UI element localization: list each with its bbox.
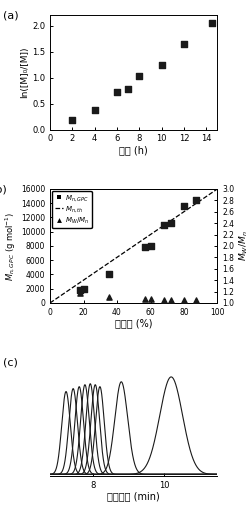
Point <box>137 72 141 80</box>
Point <box>144 295 148 303</box>
Point <box>148 295 152 303</box>
Point <box>115 88 119 96</box>
X-axis label: 流出时间 (min): 流出时间 (min) <box>108 492 160 502</box>
X-axis label: 时间 (h): 时间 (h) <box>120 145 148 155</box>
Point <box>168 219 172 227</box>
Point <box>182 296 186 304</box>
Point <box>78 286 82 294</box>
Point <box>168 296 172 304</box>
Y-axis label: $M_{n,GPC}$ (g mol$^{-1}$): $M_{n,GPC}$ (g mol$^{-1}$) <box>4 211 18 281</box>
Y-axis label: $M_W/M_n$: $M_W/M_n$ <box>237 231 250 261</box>
Point <box>162 296 166 304</box>
Point <box>126 84 130 93</box>
Point <box>182 202 186 210</box>
Point <box>160 61 164 70</box>
Point <box>162 220 166 229</box>
Point <box>210 19 214 27</box>
Point <box>70 116 74 124</box>
X-axis label: 转化率 (%): 转化率 (%) <box>115 318 152 328</box>
Point <box>148 242 152 250</box>
Text: (a): (a) <box>3 11 19 21</box>
Point <box>194 296 198 304</box>
Point <box>106 293 110 301</box>
Point <box>194 196 198 204</box>
Point <box>78 288 82 297</box>
Legend: $M_{n,GPC}$, $M_{n,th}$, $M_W/M_n$: $M_{n,GPC}$, $M_{n,th}$, $M_W/M_n$ <box>52 191 92 228</box>
Point <box>106 270 110 279</box>
Point <box>144 243 148 251</box>
Text: (c): (c) <box>3 358 18 368</box>
Text: (b): (b) <box>0 184 7 194</box>
Point <box>93 106 97 114</box>
Point <box>182 40 186 48</box>
Y-axis label: ln([M]₀/[M]): ln([M]₀/[M]) <box>20 47 29 98</box>
Point <box>82 285 86 293</box>
